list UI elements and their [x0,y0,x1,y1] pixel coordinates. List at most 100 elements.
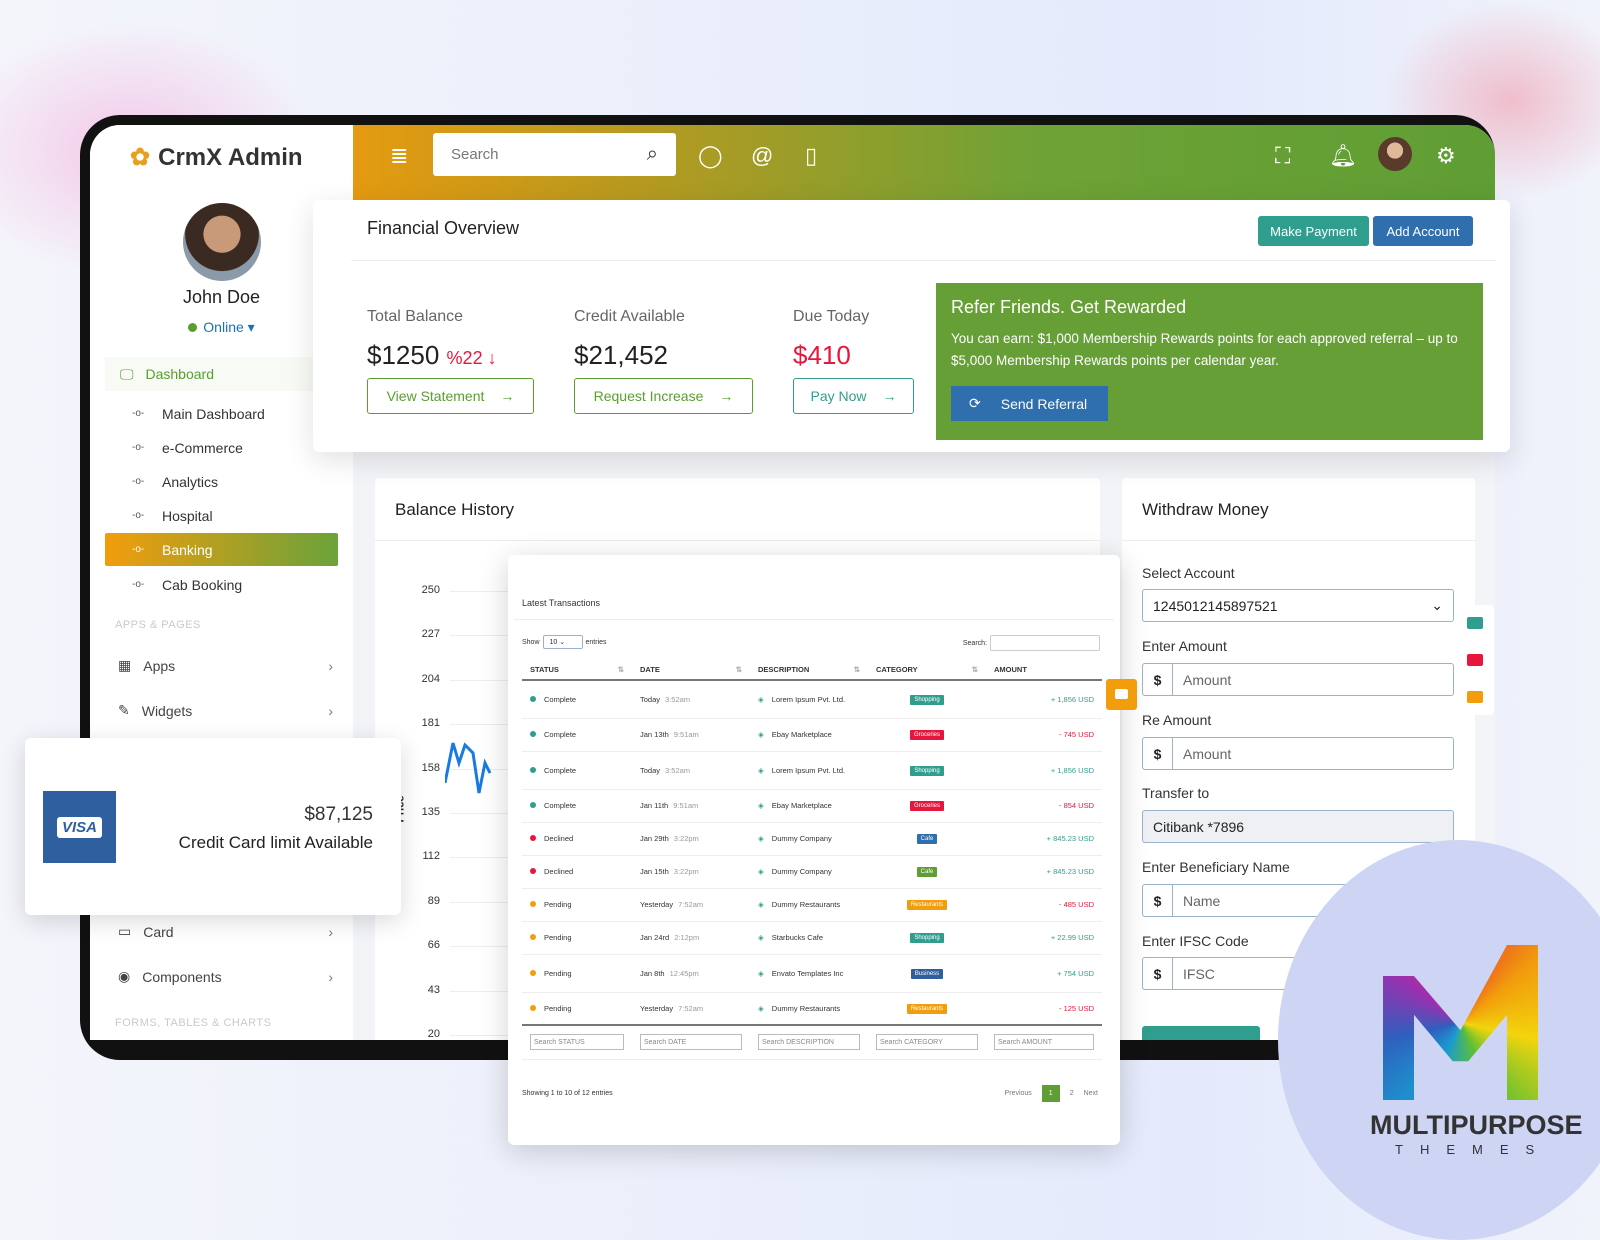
user-status[interactable]: Online ▾ [90,319,353,336]
status-dot [530,695,536,702]
y-tick-label: 89 [427,894,440,907]
sidebar-item-card[interactable]: ▭ Card › [118,923,333,940]
status-dot [530,901,536,907]
table-row[interactable]: Pending Jan 24rd 2:12pm ◈ Starbucks Cafe Shop… [522,921,1102,955]
monitor-icon: 🖵 [120,365,134,382]
user-name: John Doe [182,287,261,307]
account-select[interactable]: 1245012145897521 ⌄ [1142,589,1454,622]
sidebar-subitem[interactable]: -o- Hospital [132,507,213,524]
chat-icon[interactable]: ◯ [698,143,723,168]
table-row[interactable]: Pending Yesterday 7:52am ◈ Dummy Restaurants… [522,888,1102,922]
gear-icon[interactable]: ⚙ [1436,143,1456,168]
sidebar-subitem[interactable]: -o-e-Commerce [132,439,243,456]
entries-select[interactable]: 10 ⌄ [542,635,583,649]
table-row[interactable]: Pending Yesterday 7:52am ◈ Dummy Restaurants… [522,992,1102,1026]
label: Re Amount [1142,712,1212,728]
page-2[interactable]: 2 [1069,1090,1074,1097]
table-row[interactable]: Complete Jan 13th 9:51am ◈ Ebay Marketplace G… [522,718,1102,752]
make-payment-button[interactable]: Make Payment [1258,216,1369,246]
table-row[interactable]: Declined Jan 29th 3:22pm ◈ Dummy Company Cafe… [522,822,1102,856]
page-1[interactable]: 1 [1041,1085,1060,1102]
y-tick-label: 158 [421,761,440,774]
arrow-down-icon: ↓ [482,348,497,368]
table-search-input[interactable] [990,635,1100,651]
label: Enter Amount [1142,638,1227,654]
table-row[interactable]: Complete Jan 11th 9:51am ◈ Ebay Marketplace G… [522,789,1102,823]
sidebar-item-dashboard[interactable]: 🖵 Dashboard [105,357,338,391]
column-header[interactable]: AMOUNT [986,660,1102,681]
add-account-button[interactable]: Add Account [1373,216,1473,246]
column-header[interactable]: DATE ⇅ [632,660,750,681]
watermark-text: MULTIPURPOSE [1370,1110,1583,1140]
status-dot [530,868,536,874]
image-icon[interactable] [1467,653,1483,666]
column-search-input[interactable]: Search DESCRIPTION [758,1034,860,1051]
status-dot [530,766,536,773]
sidebar-subitem[interactable]: -o- Main Dashboard [132,405,265,422]
category-badge: Shopping [910,933,944,943]
y-tick-label: 204 [421,672,440,685]
chat-float-icon[interactable] [1106,679,1137,710]
send-referral-button[interactable]: ⟳ Send Referral [951,386,1108,421]
section-label: APPS & PAGES [115,619,201,631]
money-icon[interactable] [1467,617,1483,630]
column-search-input[interactable]: Search CATEGORY [876,1034,978,1051]
y-tick-label: 66 [427,939,440,952]
clipboard-icon[interactable]: ▯ [805,143,818,168]
company-logo-icon: ◈ [758,834,764,843]
watermark-subtext: THEMES [1395,1142,1552,1157]
financial-overview-card: Financial Overview Make Payment Add Acco… [313,200,1510,452]
table-row[interactable]: Pending Jan 8th 12:45pm ◈ Envato Templates I… [522,954,1102,993]
sort-icon: ⇅ [853,665,860,674]
y-tick-label: 181 [421,717,440,730]
category-badge: Cafe [916,834,938,844]
sidebar-subitem[interactable]: -o- Analytics [132,473,219,490]
sidebar-subitem[interactable]: -o- Cab Booking [132,576,243,593]
card-title: Balance History [395,500,515,519]
pagination: Previous 1 2 Next [1005,1085,1098,1102]
search-icon: ⌕ [646,143,658,165]
stat-credit-available: Credit Available $21,452 [574,308,685,370]
transfer-field[interactable]: Citibank *7896 [1142,810,1454,843]
pay-now-button[interactable]: Pay Now → [793,378,914,414]
search-input[interactable]: Search ⌕ [433,133,676,176]
category-badge: Shopping [910,765,944,776]
message-icon[interactable] [1467,690,1483,703]
fullscreen-icon[interactable]: ⛶ [1275,143,1291,168]
header-avatar[interactable] [1378,137,1412,171]
menu-icon[interactable]: ≣ [390,143,409,168]
column-header[interactable]: STATUS ⇅ [522,660,632,681]
view-statement-button[interactable]: View Statement → [367,378,534,414]
category-badge: Business [910,968,944,979]
sidebar-item-apps[interactable]: ▦ Apps › [118,657,333,674]
card-icon: ▭ [118,923,132,939]
sort-icon: ⇅ [617,665,624,674]
column-search-input[interactable]: Search STATUS [530,1034,624,1051]
column-header[interactable]: DESCRIPTION ⇅ [750,660,868,681]
label: Select Account [1142,565,1235,581]
amount-input[interactable]: $ Amount [1142,663,1454,696]
y-tick-label: 20 [427,1028,440,1040]
prev-page[interactable]: Previous [1004,1090,1032,1097]
re-amount-input[interactable]: $ Amount [1142,737,1454,770]
request-increase-button[interactable]: Request Increase → [574,378,753,414]
sidebar-item-widgets[interactable]: ✎ Widgets › [118,702,333,719]
bell-icon[interactable]: 🔔︎ [1329,143,1357,168]
column-search-input[interactable]: Search AMOUNT [994,1034,1094,1051]
table-row[interactable]: Complete Today 3:52am ◈ Lorem Ipsum Pvt. Ltd… [522,680,1102,719]
table-row[interactable]: Declined Jan 15th 3:22pm ◈ Dummy Company Cafe… [522,855,1102,889]
company-logo-icon: ◈ [758,765,764,775]
sidebar-item-components[interactable]: ◉ Components › [118,968,333,985]
column-header[interactable]: CATEGORY ⇅ [868,660,986,681]
sidebar-subitem-active[interactable]: -o- Banking [105,533,338,566]
table-row[interactable]: Complete Today 3:52am ◈ Lorem Ipsum Pvt. Ltd… [522,751,1102,790]
status-dot [530,835,536,841]
column-search-input[interactable]: Search DATE [640,1034,742,1051]
card-label: Credit Card limit Available [178,833,373,852]
next-page[interactable]: Next [1083,1090,1098,1097]
chevron-down-icon: ⌄ [1431,597,1443,613]
at-icon[interactable]: @ [751,143,774,168]
submit-button[interactable] [1142,1026,1260,1040]
company-logo-icon: ◈ [758,933,764,942]
avatar[interactable] [183,203,261,281]
